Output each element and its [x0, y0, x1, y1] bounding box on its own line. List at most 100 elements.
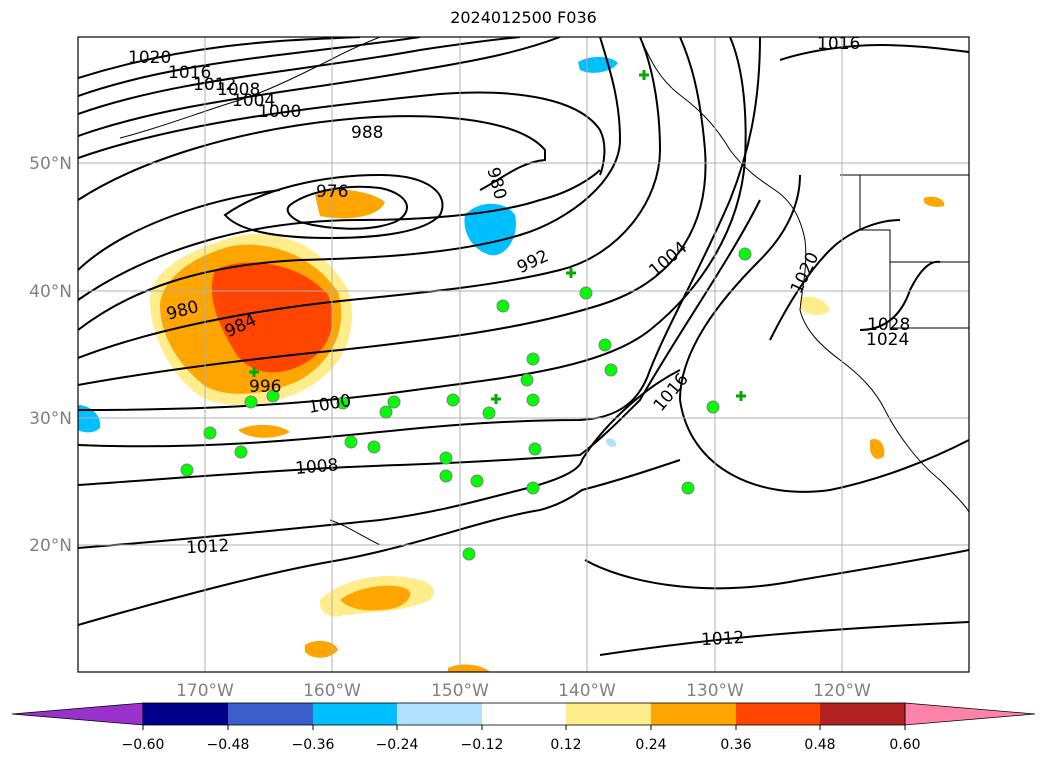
isobar-label: 1000 [258, 102, 301, 122]
station-cross [491, 394, 501, 404]
colorbar-bin [397, 703, 482, 725]
colorbar-bin [313, 703, 397, 725]
station-point [598, 338, 612, 352]
colorbar-tick: 0.60 [889, 737, 920, 753]
map-frame [77, 36, 970, 673]
colorbar-tick: −0.60 [122, 737, 165, 753]
lon-label: 160°W [303, 681, 361, 701]
lon-label: 150°W [431, 681, 489, 701]
isobar-label: 996 [249, 377, 281, 397]
colorbar-tick: 0.12 [550, 737, 581, 753]
cold-patch-980 [464, 203, 516, 256]
shaded-fields [78, 56, 945, 672]
station-markers [180, 70, 752, 561]
station-cross [249, 367, 259, 377]
colorbar-bin [228, 703, 313, 725]
lat-label: 50°N [29, 154, 72, 174]
colorbar-bin [820, 703, 905, 725]
isobars [78, 37, 969, 656]
isobar-label: 1016 [817, 34, 860, 54]
station-point [706, 400, 720, 414]
cold-patch-west [78, 405, 101, 433]
lon-label: 120°W [813, 681, 871, 701]
colorbar-tick: 0.48 [804, 737, 835, 753]
longitude-labels: 170°W 160°W 150°W 140°W 130°W 120°W [176, 681, 871, 701]
warm-patch-small [305, 640, 338, 658]
warm-patch-coast [800, 296, 830, 316]
plot-title: 2024012500 F036 [450, 8, 597, 27]
isobar-label: 1008 [217, 80, 260, 100]
coastlines [119, 37, 969, 546]
colorbar-bin [143, 703, 228, 725]
station-point [367, 440, 381, 454]
isobar-label: 1020 [128, 48, 171, 68]
colorbar-bin [736, 703, 820, 725]
lat-label: 30°N [29, 409, 72, 429]
station-point [203, 426, 217, 440]
station-point [244, 395, 258, 409]
station-point [462, 547, 476, 561]
station-point [446, 393, 460, 407]
station-point [526, 481, 540, 495]
colorbar-bin [566, 703, 651, 725]
isobar-label: 1004 [232, 91, 275, 111]
isobar-label: 1028 [867, 315, 910, 335]
station-point [470, 474, 484, 488]
colorbar-extend-low [11, 702, 144, 726]
station-point [439, 451, 453, 465]
colorbar-tick: −0.12 [461, 737, 504, 753]
isobar-labels: 1020 1016 1012 1008 1004 1000 988 976 98… [128, 34, 910, 650]
warm-region-core [211, 262, 333, 373]
station-point [579, 286, 593, 300]
station-cross [639, 70, 649, 80]
colorbar-extend-high [904, 702, 1036, 726]
station-point [738, 247, 752, 261]
lon-label: 140°W [558, 681, 616, 701]
cold-patch-small [606, 438, 617, 447]
colorbar-bin [651, 703, 736, 725]
colorbar-tick: −0.48 [207, 737, 250, 753]
station-point [526, 352, 540, 366]
station-point [344, 435, 358, 449]
colorbar-bin [482, 703, 566, 725]
warm-patch-hawaii-core [340, 585, 411, 611]
station-point [528, 442, 542, 456]
station-point [234, 445, 248, 459]
isobar-label: 1012 [193, 75, 236, 95]
station-point [180, 463, 194, 477]
latitude-labels: 20°N 30°N 40°N 50°N [29, 154, 72, 556]
isobar-label: 988 [351, 123, 383, 143]
isobar-label: 1012 [186, 536, 230, 558]
station-point [496, 299, 510, 313]
colorbar-tick: 0.36 [720, 737, 751, 753]
station-point [526, 393, 540, 407]
warm-patch-bottom [448, 664, 490, 672]
isobar-label: 1024 [866, 330, 909, 350]
station-point [482, 406, 496, 420]
station-point [439, 469, 453, 483]
station-point [379, 405, 393, 419]
colorbar-tick: −0.36 [292, 737, 335, 753]
lon-label: 170°W [176, 681, 234, 701]
isobar-label: 1008 [294, 455, 339, 479]
station-point [266, 389, 280, 403]
lat-label: 20°N [29, 536, 72, 556]
station-point [604, 363, 618, 377]
isobar-label: 1012 [701, 628, 745, 650]
warm-patch-ne [924, 196, 945, 207]
lon-label: 130°W [686, 681, 744, 701]
station-point [681, 481, 695, 495]
colorbar-tick: 0.24 [635, 737, 666, 753]
station-cross [566, 268, 576, 278]
station-point [387, 395, 401, 409]
station-point [520, 373, 534, 387]
station-cross [736, 391, 746, 401]
station-point [336, 396, 350, 410]
lat-label: 40°N [29, 282, 72, 302]
graticule [78, 37, 969, 672]
colorbar: −0.60 −0.48 −0.36 −0.24 −0.12 0.12 0.24 … [11, 702, 1036, 753]
isobar-label: 976 [316, 182, 348, 202]
warm-patch-south [238, 424, 290, 438]
colorbar-tick: −0.24 [376, 737, 419, 753]
